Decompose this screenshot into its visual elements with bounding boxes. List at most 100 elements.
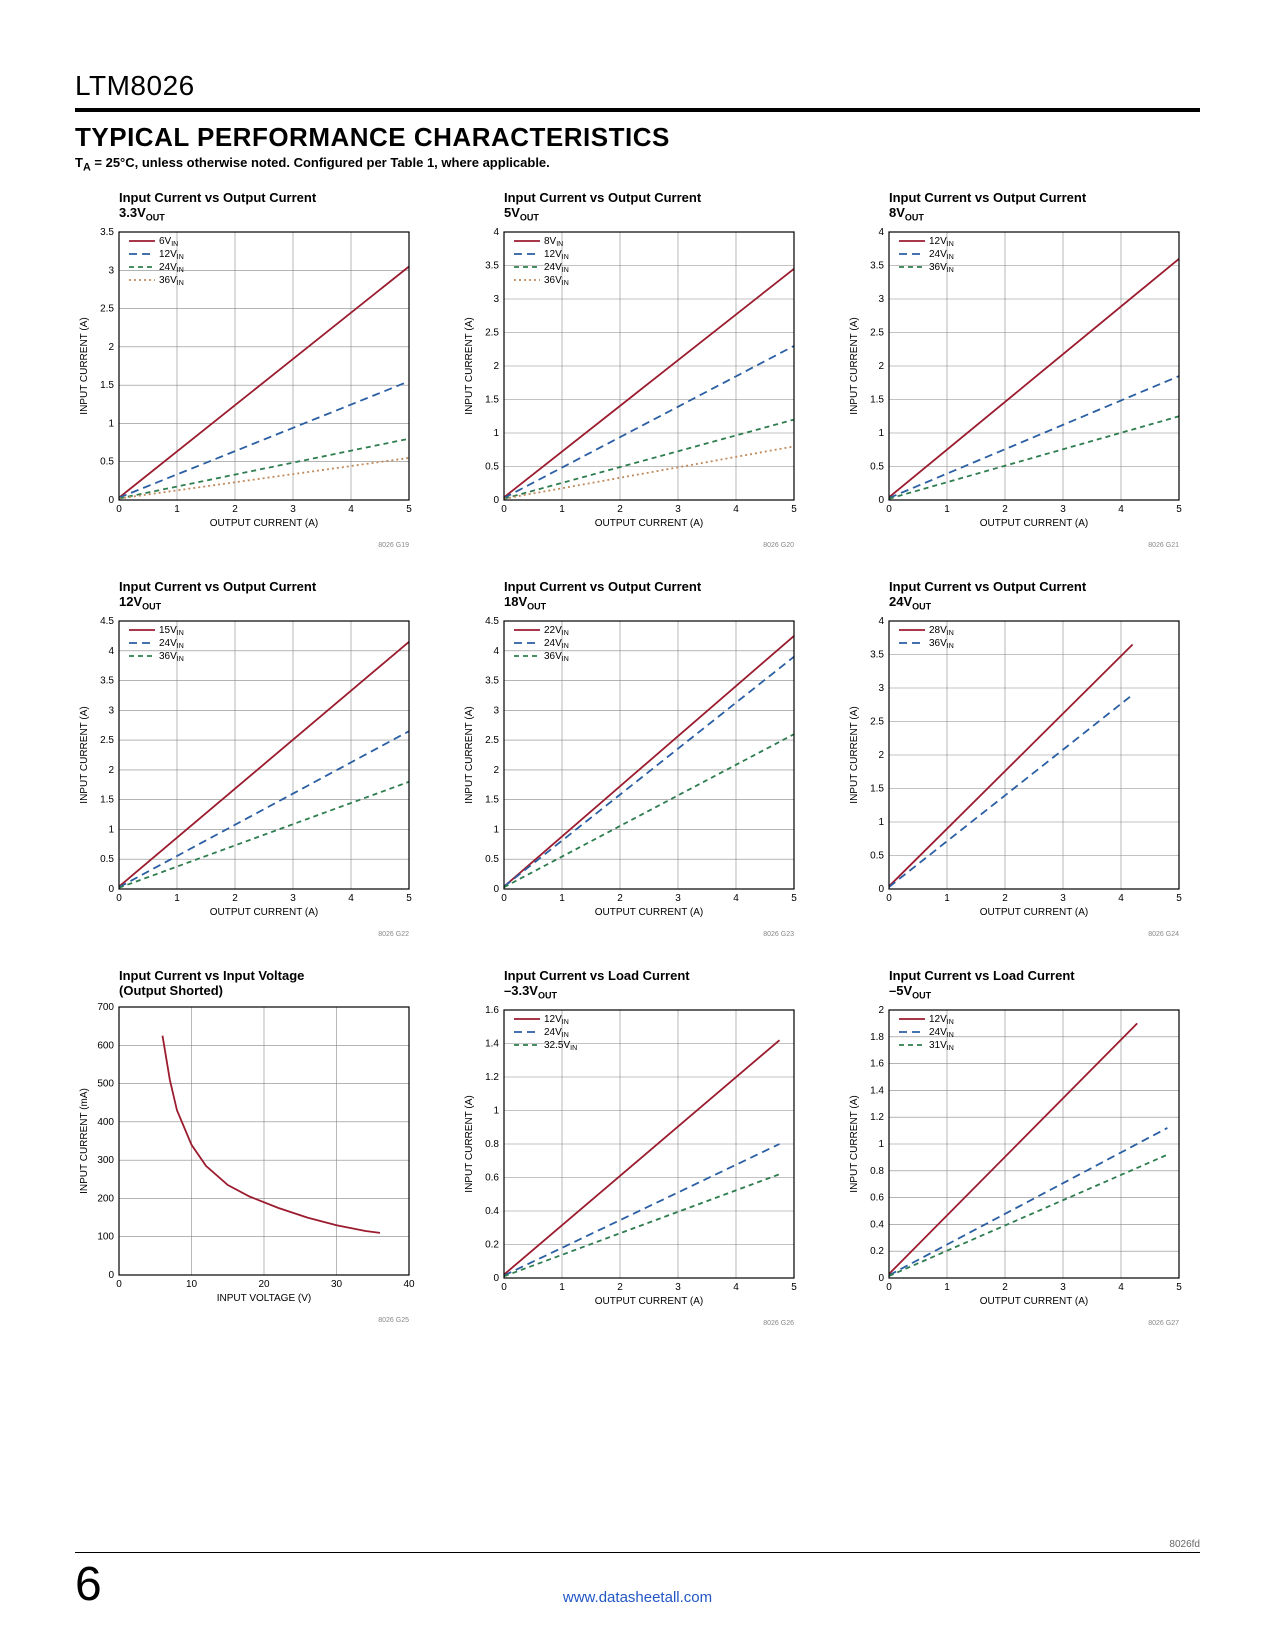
x-tick-label: 2 [1002, 1282, 1008, 1293]
y-tick-label: 3 [108, 705, 114, 716]
series-line [504, 1040, 780, 1274]
y-tick-label: 1 [108, 824, 114, 835]
series-line [504, 1174, 780, 1276]
x-tick-label: 5 [1176, 504, 1182, 515]
y-tick-label: 2 [878, 750, 884, 761]
series-line [163, 1035, 381, 1232]
series-line [119, 641, 409, 886]
y-tick-label: 1 [878, 817, 884, 828]
y-axis-label: INPUT CURRENT (A) [849, 317, 860, 414]
figure-id: 8026 G21 [845, 542, 1185, 549]
y-tick-label: 2.5 [485, 735, 499, 746]
chart-svg: 01234500.511.522.533.54OUTPUT CURRENT (A… [845, 226, 1185, 536]
y-tick-label: 3 [493, 294, 499, 305]
legend-label: 31VIN [929, 1040, 954, 1052]
x-axis-label: OUTPUT CURRENT (A) [980, 1296, 1089, 1307]
y-tick-label: 2 [493, 764, 499, 775]
x-tick-label: 5 [791, 1282, 797, 1293]
y-tick-label: 1.5 [485, 794, 499, 805]
y-tick-label: 0.6 [485, 1172, 499, 1183]
y-tick-label: 400 [97, 1117, 114, 1128]
y-tick-label: 100 [97, 1231, 114, 1242]
y-tick-label: 3.5 [870, 260, 884, 271]
series-line [504, 656, 794, 886]
legend-label: 28VIN [929, 625, 954, 637]
x-tick-label: 5 [406, 893, 412, 904]
y-tick-label: 0.8 [870, 1165, 884, 1176]
series-line [504, 1144, 780, 1276]
legend-label: 24VIN [929, 249, 954, 261]
chart-title: Input Current vs Output Current8VOUT [889, 190, 1185, 224]
chart-title: Input Current vs Load Current–3.3VOUT [504, 968, 800, 1002]
series-line [119, 381, 409, 497]
y-axis-label: INPUT CURRENT (A) [464, 1095, 475, 1192]
series-line [889, 644, 1133, 886]
y-tick-label: 4.5 [485, 616, 499, 627]
x-tick-label: 2 [617, 1282, 623, 1293]
y-tick-label: 2.5 [485, 327, 499, 338]
x-tick-label: 20 [258, 1279, 270, 1290]
y-tick-label: 0 [878, 495, 884, 506]
y-tick-label: 1.2 [485, 1072, 499, 1083]
x-tick-label: 5 [1176, 893, 1182, 904]
x-tick-label: 0 [501, 893, 507, 904]
y-tick-label: 1.4 [485, 1038, 499, 1049]
x-tick-label: 10 [186, 1279, 198, 1290]
footer-link[interactable]: www.datasheetall.com [563, 1589, 712, 1606]
series-line [889, 416, 1179, 498]
legend-label: 24VIN [544, 262, 569, 274]
x-axis-label: OUTPUT CURRENT (A) [595, 907, 704, 918]
y-tick-label: 1 [493, 428, 499, 439]
series-line [889, 376, 1179, 498]
chart-title: Input Current vs Output Current12VOUT [119, 579, 415, 613]
series-line [119, 781, 409, 887]
y-tick-label: 1.5 [100, 380, 114, 391]
y-tick-label: 0 [493, 884, 499, 895]
x-axis-label: OUTPUT CURRENT (A) [210, 518, 319, 529]
x-tick-label: 3 [290, 504, 296, 515]
legend-label: 36VIN [159, 651, 184, 663]
legend-label: 15VIN [159, 625, 184, 637]
chart: Input Current vs Output Current12VOUT012… [75, 579, 415, 938]
legend-label: 24VIN [544, 1027, 569, 1039]
x-tick-label: 2 [1002, 893, 1008, 904]
y-tick-label: 1 [878, 428, 884, 439]
chart: Input Current vs Output Current3.3VOUT01… [75, 190, 415, 549]
y-tick-label: 0 [493, 1273, 499, 1284]
y-tick-label: 4 [493, 645, 499, 656]
y-tick-label: 0 [493, 495, 499, 506]
y-tick-label: 0.5 [870, 461, 884, 472]
series-line [504, 635, 794, 886]
x-tick-label: 0 [501, 504, 507, 515]
x-tick-label: 1 [174, 504, 180, 515]
y-tick-label: 3.5 [870, 649, 884, 660]
y-tick-label: 4 [108, 645, 114, 656]
y-tick-label: 2 [108, 341, 114, 352]
chart: Input Current vs Output Current18VOUT 0 1 2… [460, 579, 800, 938]
x-axis-label: OUTPUT CURRENT (A) [980, 907, 1089, 918]
x-tick-label: 3 [675, 1282, 681, 1293]
y-tick-label: 1 [493, 1105, 499, 1116]
series-line [889, 258, 1179, 497]
chart-svg: 01234500.20.40.60.811.21.41.61.82OUTPUT … [845, 1004, 1185, 1314]
y-tick-label: 1.5 [870, 783, 884, 794]
x-tick-label: 3 [675, 504, 681, 515]
page-footer: 8026fd 6 www.datasheetall.com [75, 1539, 1200, 1612]
y-tick-label: 2 [108, 764, 114, 775]
y-tick-label: 3 [108, 265, 114, 276]
legend-label: 6VIN [159, 236, 178, 248]
y-tick-label: 2 [878, 361, 884, 372]
series-line [504, 419, 794, 498]
y-tick-label: 2.5 [870, 327, 884, 338]
y-tick-label: 3 [878, 294, 884, 305]
x-axis-label: OUTPUT CURRENT (A) [595, 518, 704, 529]
legend-label: 12VIN [159, 249, 184, 261]
y-tick-label: 0.5 [485, 854, 499, 865]
chart-title: Input Current vs Output Current18VOUT [504, 579, 800, 613]
y-tick-label: 0.8 [485, 1139, 499, 1150]
chart: Input Current vs Input Voltage(Output Sh… [75, 968, 415, 1327]
x-tick-label: 2 [1002, 504, 1008, 515]
x-tick-label: 1 [559, 893, 565, 904]
x-axis-label: OUTPUT CURRENT (A) [210, 907, 319, 918]
title-rule [75, 108, 1200, 112]
